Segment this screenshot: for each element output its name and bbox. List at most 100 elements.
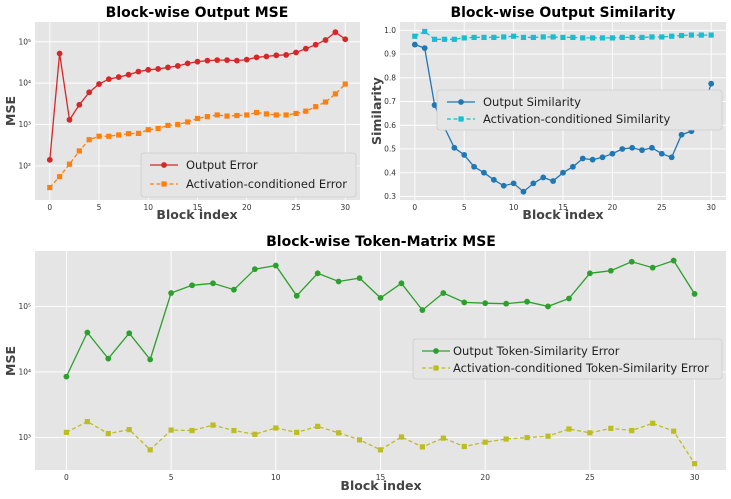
series-layer bbox=[63, 257, 698, 467]
data-point bbox=[253, 109, 260, 116]
data-point bbox=[461, 443, 467, 450]
legend-sample-output-similarity bbox=[447, 99, 475, 105]
data-point bbox=[210, 422, 216, 428]
data-point bbox=[461, 152, 468, 158]
data-point bbox=[503, 436, 509, 442]
data-point bbox=[66, 161, 73, 167]
data-point bbox=[377, 447, 384, 453]
legend-marker bbox=[458, 116, 464, 122]
data-point bbox=[155, 125, 161, 132]
data-point bbox=[312, 41, 319, 48]
y-tick-label: 0.5 bbox=[384, 145, 396, 154]
data-point bbox=[461, 35, 467, 41]
data-point bbox=[105, 76, 112, 83]
y-tick-label: 0.4 bbox=[384, 168, 396, 177]
data-point bbox=[500, 182, 507, 189]
data-point bbox=[708, 32, 714, 38]
data-point bbox=[335, 278, 342, 285]
data-point bbox=[272, 262, 279, 269]
data-point bbox=[165, 122, 171, 129]
legend-marker bbox=[433, 365, 439, 371]
data-point bbox=[540, 174, 547, 181]
series-output-similarity bbox=[411, 41, 715, 195]
x-tick-label: 5 bbox=[169, 473, 174, 482]
data-point bbox=[411, 41, 418, 48]
y-tick-label: 10⁴ bbox=[18, 79, 31, 88]
data-point bbox=[194, 58, 201, 65]
data-point bbox=[115, 74, 122, 80]
data-point bbox=[550, 178, 557, 184]
data-point bbox=[194, 115, 201, 122]
data-point bbox=[398, 280, 405, 287]
data-point bbox=[263, 53, 270, 60]
data-point bbox=[609, 150, 616, 157]
data-point bbox=[619, 34, 625, 41]
data-point bbox=[189, 282, 195, 289]
y-tick-label: 0.3 bbox=[384, 192, 396, 201]
data-point bbox=[481, 169, 487, 176]
x-tick-labels: 0 5 10 15 20 25 30 bbox=[64, 473, 700, 482]
data-point bbox=[628, 258, 635, 265]
data-point bbox=[658, 150, 665, 157]
data-point bbox=[691, 291, 698, 297]
data-point bbox=[145, 127, 151, 133]
data-point bbox=[105, 355, 112, 362]
data-point bbox=[545, 433, 551, 439]
data-point bbox=[422, 28, 428, 35]
data-point bbox=[524, 434, 530, 441]
data-point bbox=[145, 66, 152, 73]
y-tick-label: 10³ bbox=[18, 433, 31, 442]
data-point bbox=[174, 63, 181, 69]
data-point bbox=[293, 110, 299, 117]
data-point bbox=[440, 435, 446, 441]
legend: Output Token-Similarity Error Activation… bbox=[412, 338, 723, 380]
data-point bbox=[570, 34, 576, 41]
data-point bbox=[63, 429, 70, 435]
legend: Output Similarity Activation-conditioned… bbox=[436, 89, 723, 131]
legend-marker bbox=[458, 99, 464, 105]
legend-marker bbox=[161, 162, 167, 168]
x-tick-label: 30 bbox=[690, 473, 700, 482]
x-tick-label: 15 bbox=[558, 203, 568, 212]
data-point bbox=[189, 427, 195, 434]
series-activation-conditioned-error bbox=[47, 81, 348, 191]
legend-box bbox=[436, 89, 723, 131]
data-point bbox=[224, 113, 230, 119]
data-point bbox=[322, 99, 329, 105]
data-point bbox=[57, 174, 63, 180]
data-point bbox=[377, 294, 384, 301]
legend-sample-activation-conditioned-error bbox=[150, 181, 178, 187]
legend-label-activation-conditioned-similarity: Activation-conditioned Similarity bbox=[483, 112, 670, 126]
x-tick-label: 0 bbox=[64, 473, 69, 482]
data-point bbox=[608, 425, 614, 431]
data-point bbox=[649, 34, 655, 40]
data-point bbox=[66, 116, 73, 123]
data-point bbox=[590, 35, 596, 41]
data-point bbox=[629, 144, 636, 151]
data-point bbox=[175, 121, 181, 128]
data-point bbox=[47, 184, 53, 191]
data-point bbox=[431, 36, 438, 42]
data-point bbox=[569, 163, 576, 170]
data-point bbox=[481, 34, 487, 41]
data-point bbox=[629, 427, 635, 434]
data-point bbox=[106, 133, 112, 139]
legend-label-output-similarity: Output Similarity bbox=[483, 95, 581, 109]
data-point bbox=[356, 437, 363, 443]
x-tick-label: 5 bbox=[97, 203, 102, 212]
chart-title: Block-wise Token-Matrix MSE bbox=[266, 234, 496, 250]
data-point bbox=[356, 275, 363, 282]
data-point bbox=[126, 330, 133, 337]
legend-label-output-token-similarity-error: Output Token-Similarity Error bbox=[453, 344, 620, 358]
data-point bbox=[607, 267, 614, 274]
data-point bbox=[501, 34, 507, 40]
y-tick-label: 10⁴ bbox=[18, 368, 31, 377]
data-point bbox=[412, 33, 418, 39]
chart-title: Block-wise Output MSE bbox=[106, 5, 289, 21]
data-point bbox=[678, 32, 685, 39]
data-point bbox=[540, 34, 546, 40]
x-axis-label: Block index bbox=[340, 478, 421, 493]
data-point bbox=[688, 32, 695, 38]
y-tick-labels: 10² 10³ 10⁴ 10⁵ bbox=[18, 37, 31, 170]
